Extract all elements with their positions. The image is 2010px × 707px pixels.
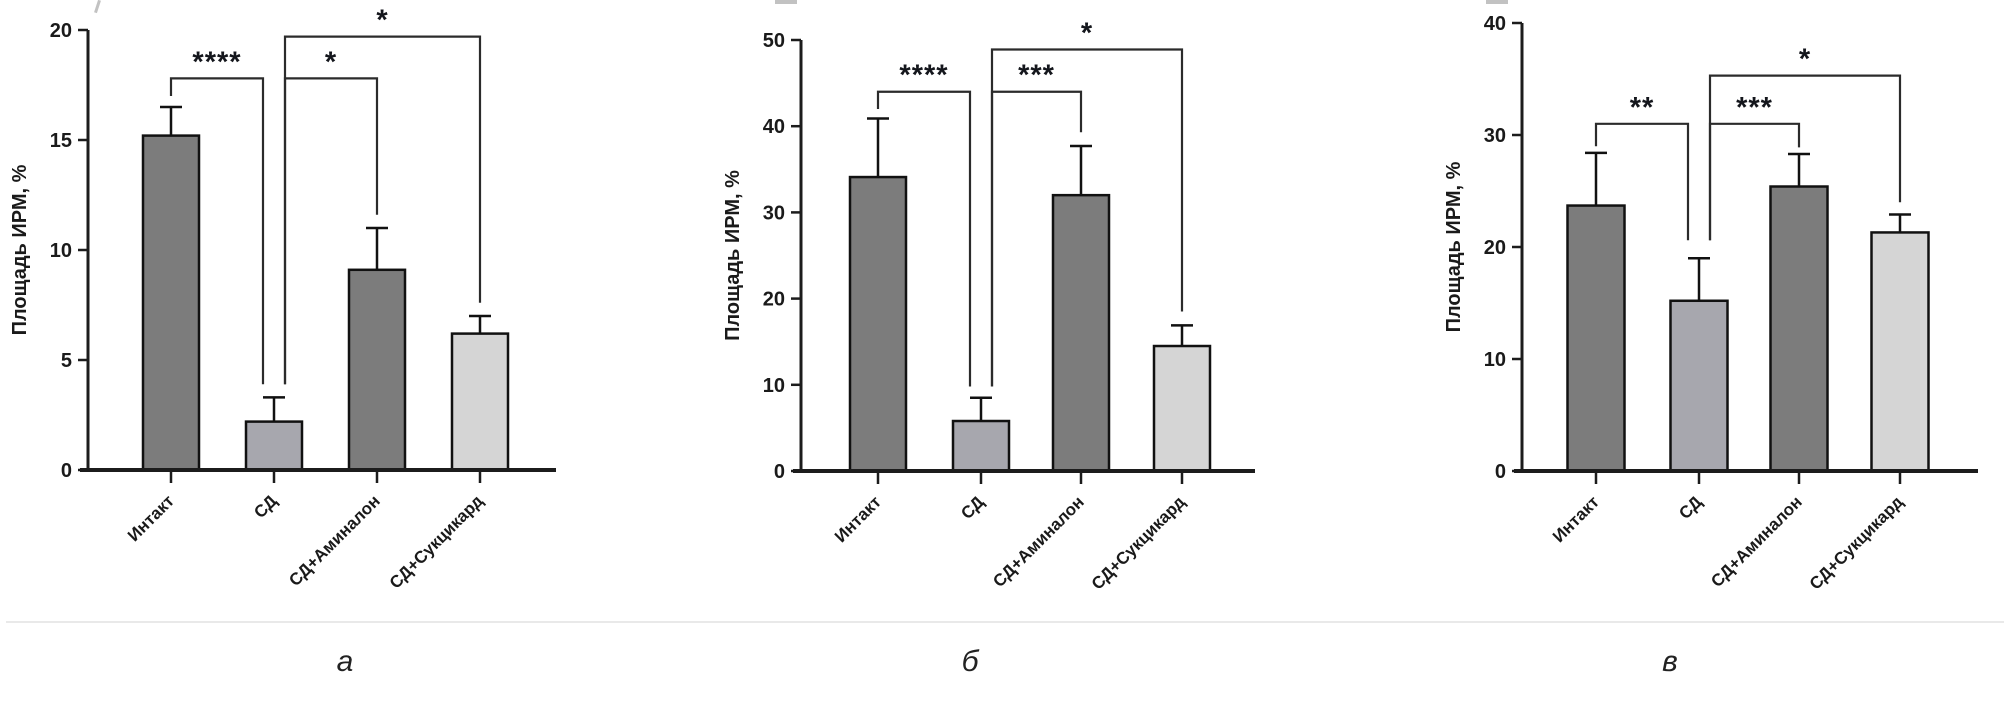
x-category-label: СД <box>1675 492 1706 523</box>
y-tick-label: 40 <box>763 116 785 138</box>
significance-bracket <box>283 35 482 385</box>
charts-row: 0 5 10 15 20 Интакт СД СД+Аминалон СД+Сукцикард П… <box>0 0 2010 615</box>
significance-bracket <box>990 48 1184 387</box>
panel-b: 0 10 20 30 40 50 Интакт СД СД+Аминалон СД+Сукцика… <box>670 0 1340 615</box>
significance-label: *** <box>1736 92 1773 124</box>
bar-chart-a: 0 5 10 15 20 Интакт СД СД+Аминалон СД+Сукцикард П… <box>9 5 556 592</box>
bar-2-СД+Аминалон <box>1769 185 1829 473</box>
x-category-label: СД+Аминалон <box>285 491 384 590</box>
y-axis-title: Площадь ИРМ, % <box>722 170 744 341</box>
significance-label: * <box>1799 44 1811 76</box>
x-category-label: СД <box>250 491 281 522</box>
bar-2-СД+Аминалон <box>1051 193 1111 473</box>
y-tick-label: 30 <box>1484 125 1506 147</box>
significance-bracket <box>169 77 265 385</box>
x-category-label: СД+Аминалон <box>989 492 1088 591</box>
significance-label: **** <box>899 60 948 92</box>
y-tick-label: 40 <box>1484 13 1506 35</box>
bar-0-Интакт <box>1566 204 1626 473</box>
y-tick-label: 30 <box>763 202 785 224</box>
y-tick-label: 0 <box>1495 461 1506 483</box>
bar-3-СД+Сукцикард <box>450 332 510 472</box>
x-category-label: СД+Сукцикард <box>1806 492 1907 593</box>
divider-line <box>6 621 2004 623</box>
y-axis-title: Площадь ИРМ, % <box>9 164 31 335</box>
bar-1-СД <box>1669 299 1729 473</box>
crop-artifact <box>775 0 797 4</box>
significance-label: * <box>376 5 388 37</box>
crop-artifact <box>1486 0 1508 4</box>
x-category-label: СД+Сукцикард <box>386 491 487 592</box>
panel-v: 0 10 20 30 40 Интакт СД СД+Аминалон СД+Сукцикард… <box>1340 0 2010 615</box>
panel-caption-v: в <box>1662 645 1678 678</box>
significance-label: *** <box>1018 60 1055 92</box>
bar-1-СД <box>951 419 1011 473</box>
y-tick-label: 10 <box>50 240 72 262</box>
y-tick-label: 20 <box>50 20 72 42</box>
y-tick-label: 20 <box>1484 237 1506 259</box>
y-tick-label: 10 <box>763 375 785 397</box>
significance-label: * <box>325 46 337 78</box>
bar-3-СД+Сукцикард <box>1152 344 1212 473</box>
panel-a: 0 5 10 15 20 Интакт СД СД+Аминалон СД+Сукцикард П… <box>0 0 670 615</box>
bar-1-СД <box>244 420 304 472</box>
significance-label: **** <box>192 46 241 78</box>
significance-bracket <box>876 90 972 387</box>
panel-caption-b: б <box>961 645 979 678</box>
significance-label: ** <box>1630 92 1655 124</box>
significance-bracket <box>1708 74 1902 241</box>
x-category-label: Интакт <box>831 492 885 546</box>
y-tick-label: 50 <box>763 30 785 52</box>
bar-0-Интакт <box>848 175 908 473</box>
y-tick-label: 0 <box>61 460 72 482</box>
bar-chart-v: 0 10 20 30 40 Интакт СД СД+Аминалон СД+Сукцикард… <box>1443 13 1978 593</box>
x-category-label: СД+Сукцикард <box>1088 492 1189 593</box>
bar-0-Интакт <box>141 134 201 472</box>
bar-3-СД+Сукцикард <box>1870 231 1930 473</box>
significance-bracket <box>1594 122 1690 241</box>
x-category-label: СД <box>957 492 988 523</box>
y-tick-label: 10 <box>1484 349 1506 371</box>
bar-2-СД+Аминалон <box>347 268 407 472</box>
x-category-label: Интакт <box>124 491 178 545</box>
y-tick-label: 15 <box>50 130 72 152</box>
y-tick-label: 0 <box>774 461 785 483</box>
significance-label: * <box>1081 17 1093 49</box>
y-tick-label: 5 <box>61 350 72 372</box>
x-category-label: Интакт <box>1549 492 1603 546</box>
captions-row: а б в <box>0 645 2010 679</box>
y-tick-label: 20 <box>763 289 785 311</box>
bar-chart-b: 0 10 20 30 40 50 Интакт СД СД+Аминалон СД+Сукцика… <box>722 17 1255 593</box>
panel-caption-a: а <box>336 645 354 678</box>
y-axis-title: Площадь ИРМ, % <box>1443 161 1465 332</box>
x-category-label: СД+Аминалон <box>1707 492 1806 591</box>
